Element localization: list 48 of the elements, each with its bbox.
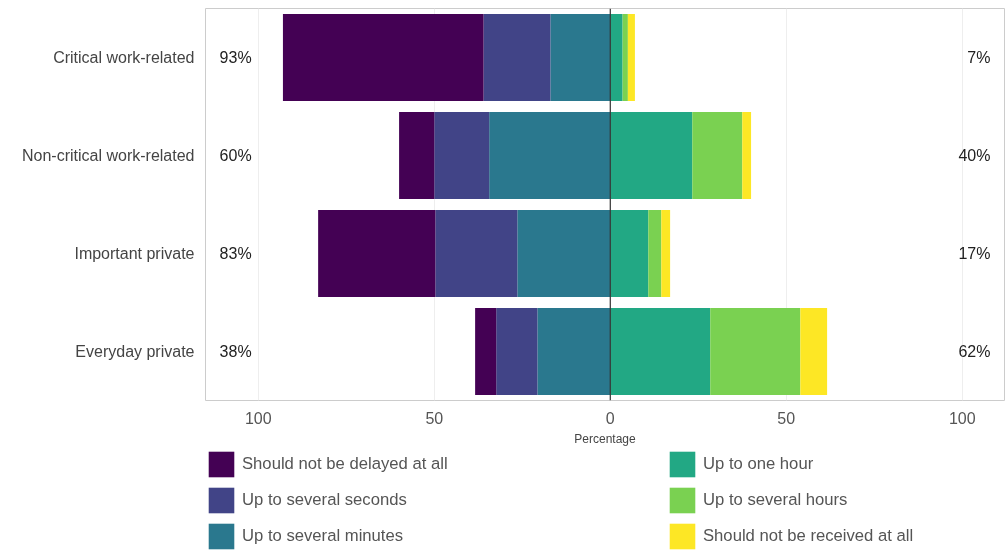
bar	[661, 209, 671, 298]
text: 7%	[967, 49, 991, 66]
text: 17%	[958, 245, 991, 262]
bar	[692, 111, 743, 200]
legend-label: Should not be received at all	[703, 526, 915, 546]
bar	[496, 307, 538, 396]
bar	[610, 209, 649, 298]
x-tick-label: 50	[777, 409, 796, 427]
legend-label: Up to several seconds	[242, 490, 408, 510]
text: 40%	[958, 147, 991, 164]
bar	[475, 307, 497, 396]
bar	[648, 209, 662, 298]
bar	[318, 209, 436, 298]
y-tick-label: Important private	[74, 245, 195, 262]
x-tick-label: 100	[244, 409, 272, 427]
bar	[610, 307, 711, 396]
text: 38%	[219, 343, 252, 360]
bar	[710, 307, 801, 396]
bar	[537, 307, 611, 396]
y-tick-label: Critical work-related	[53, 49, 195, 66]
y-tick-label: Everyday private	[75, 343, 195, 360]
legend-label: Should not be delayed at all	[242, 454, 449, 474]
y-tick-label: Non-critical work-related	[22, 147, 195, 164]
text: 83%	[219, 245, 252, 262]
bar	[282, 13, 484, 102]
bar	[435, 209, 518, 298]
bar	[550, 13, 611, 102]
bar	[489, 111, 611, 200]
bar	[517, 209, 611, 298]
x-tick-label: 0	[605, 409, 615, 427]
bar	[800, 307, 828, 396]
bar	[399, 111, 435, 200]
bar	[627, 13, 635, 102]
bar	[610, 13, 623, 102]
legend-label: Up to one hour	[703, 454, 815, 474]
bar	[610, 111, 693, 200]
text: 93%	[219, 49, 252, 66]
x-tick-label: 50	[425, 409, 444, 427]
bar	[483, 13, 551, 102]
text: 62%	[958, 343, 991, 360]
text: 60%	[219, 147, 252, 164]
legend-label: Up to several hours	[703, 490, 849, 510]
x-tick-label: 100	[948, 409, 976, 427]
x-axis-title: Percentage	[574, 431, 637, 446]
bar	[434, 111, 490, 200]
bar	[622, 13, 628, 102]
bar	[742, 111, 752, 200]
legend-label: Up to several minutes	[242, 526, 405, 546]
